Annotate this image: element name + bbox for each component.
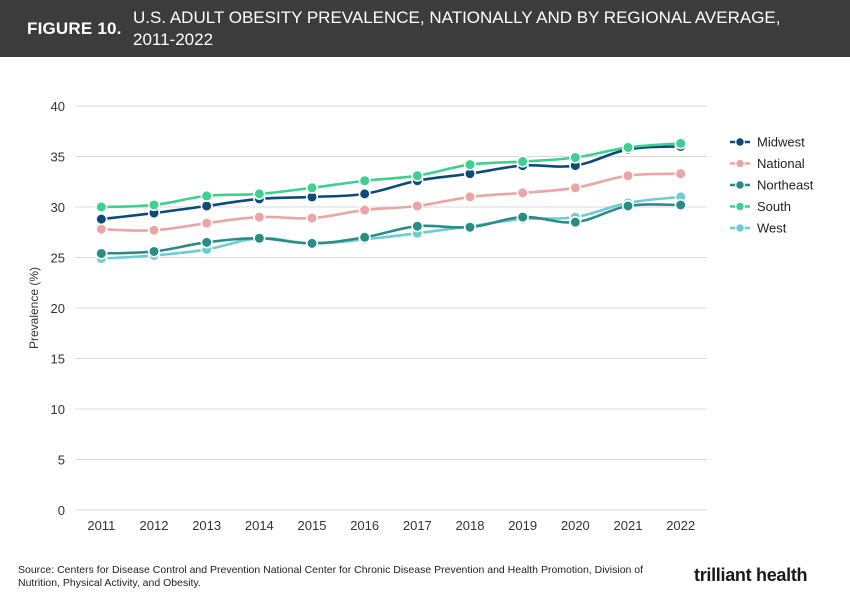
x-tick-label: 2017 [403,518,432,533]
figure-title: U.S. ADULT OBESITY PREVALENCE, NATIONALL… [133,7,833,51]
data-point-south [621,141,635,154]
y-axis-label: Prevalence (%) [27,267,41,349]
y-tick-label: 35 [51,150,65,165]
legend-label: South [757,199,791,214]
y-tick-label: 5 [58,453,65,468]
y-tick-label: 40 [51,99,65,114]
y-tick-label: 10 [51,402,65,417]
x-tick-label: 2012 [140,518,169,533]
data-point-northeast [674,198,687,212]
data-point-south [253,187,266,200]
series-line-national [100,172,682,232]
data-point-midwest [95,213,108,226]
data-point-northeast [147,245,161,258]
legend-label: Northeast [757,178,814,193]
data-point-south [200,189,213,202]
data-point-national [674,167,687,180]
data-point-national [463,190,477,203]
series-line-south [100,142,682,209]
legend-swatch-marker [735,158,745,169]
data-point-south [463,158,477,171]
legend-swatch-marker [735,201,745,212]
data-point-northeast [253,232,266,245]
data-point-midwest [358,187,371,200]
y-tick-label: 15 [51,352,65,367]
figure-title-line1: U.S. ADULT OBESITY PREVALENCE, NATIONALL… [133,8,781,27]
x-tick-label: 2019 [508,518,537,533]
figure-label: FIGURE 10. [27,19,122,38]
data-point-national [358,203,371,217]
data-point-south [411,169,424,182]
data-point-national [305,212,319,225]
series-line-west [100,195,682,260]
data-point-national [200,217,213,230]
data-point-northeast [95,247,108,260]
data-point-national [253,211,266,224]
figure-header: FIGURE 10. U.S. ADULT OBESITY PREVALENCE… [0,0,850,57]
x-tick-label: 2021 [614,518,643,533]
data-point-south [95,200,108,214]
data-point-midwest [200,199,213,213]
data-point-south [147,198,161,212]
chart-area: 0 5 10 15 20 25 30 35 40 2011 2012 2013 2014 2015 2016… [0,57,850,557]
data-point-national [95,223,108,236]
data-point-south [305,181,319,194]
x-tick-label: 2020 [561,518,590,533]
legend-swatch-marker [735,223,745,233]
data-point-national [621,169,635,182]
data-point-national [411,199,424,213]
x-tick-label: 2011 [87,518,115,533]
data-point-northeast [516,211,529,224]
data-point-south [358,174,371,187]
y-tick-label: 20 [51,301,65,316]
data-point-national [569,181,582,194]
legend-label: Midwest [757,135,805,150]
data-point-south [569,151,582,164]
data-point-northeast [621,199,635,213]
data-point-south [674,137,687,150]
x-tick-label: 2014 [245,518,274,533]
data-point-national [516,186,529,199]
data-point-northeast [463,221,477,234]
brand-logo-text: trilliant health [694,565,808,585]
data-point-northeast [569,216,582,229]
figure-title-line2: 2011-2022 [133,30,214,49]
legend-swatch-marker [735,180,745,190]
data-point-northeast [411,220,424,233]
legend-swatch-marker [735,137,745,147]
source-note: Source: Centers for Disease Control and … [18,564,644,589]
legend-label: National [757,156,805,171]
x-tick-label: 2022 [666,518,695,533]
data-point-south [516,155,529,168]
y-tick-label: 25 [51,251,65,266]
line-chart: 0 5 10 15 20 25 30 35 40 2011 2012 2013 2014 2015 2016… [27,99,814,533]
brand-logo: trilliant health [694,565,808,586]
x-tick-label: 2016 [350,518,379,533]
x-tick-label: 2013 [192,518,221,533]
x-tick-label: 2015 [298,518,327,533]
data-point-northeast [358,231,371,244]
y-tick-label: 0 [58,503,65,518]
data-point-northeast [305,237,319,250]
x-tick-label: 2018 [456,518,485,533]
legend-label: West [757,221,787,236]
data-point-northeast [200,236,213,249]
y-tick-label: 30 [51,200,65,215]
data-point-national [147,224,161,237]
